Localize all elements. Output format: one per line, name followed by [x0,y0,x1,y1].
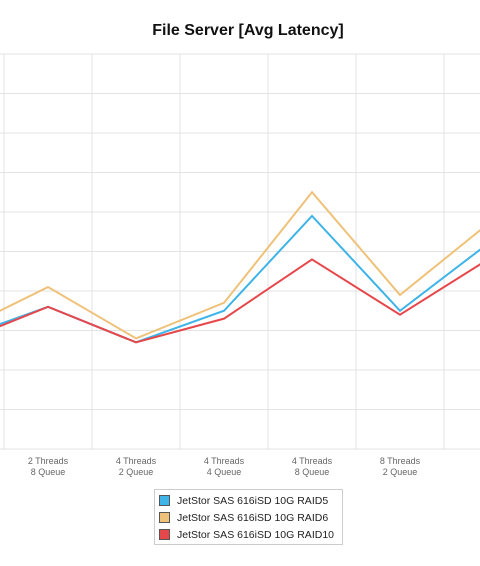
x-tick-label: 2 Queue [119,467,154,477]
series-line-0 [0,214,480,344]
x-tick-label: 2 Threads [28,456,69,466]
legend-label-raid5: JetStor SAS 616iSD 10G RAID5 [177,494,329,507]
x-tick-label: 2 Queue [383,467,418,477]
legend-item-raid6[interactable]: JetStor SAS 616iSD 10G RAID6 [159,509,338,526]
x-tick-label: 4 Threads [204,456,245,466]
legend-swatch-raid6 [159,512,170,523]
legend-swatch-raid10 [159,529,170,540]
legend-label-raid6: JetStor SAS 616iSD 10G RAID6 [177,511,329,524]
legend-item-raid5[interactable]: JetStor SAS 616iSD 10G RAID5 [159,492,338,509]
chart-title: File Server [Avg Latency] [152,22,343,39]
x-tick-label: 4 Threads [116,456,157,466]
x-tick-label: 8 Queue [295,467,330,477]
x-tick-label: 8 Threads [380,456,421,466]
legend-item-raid10[interactable]: JetStor SAS 616iSD 10G RAID10 [159,526,338,543]
chart-grid [0,53,480,450]
series-line-2 [0,258,480,344]
x-tick-label: 4 Threads [292,456,333,466]
series-lines [0,190,480,344]
x-tick-label: 4 Queue [207,467,242,477]
legend: JetStor SAS 616iSD 10G RAID5 JetStor SAS… [154,489,343,545]
legend-label-raid10: JetStor SAS 616iSD 10G RAID10 [177,528,334,541]
legend-swatch-raid5 [159,495,170,506]
series-line-1 [0,190,480,340]
x-tick-label: 8 Queue [31,467,66,477]
